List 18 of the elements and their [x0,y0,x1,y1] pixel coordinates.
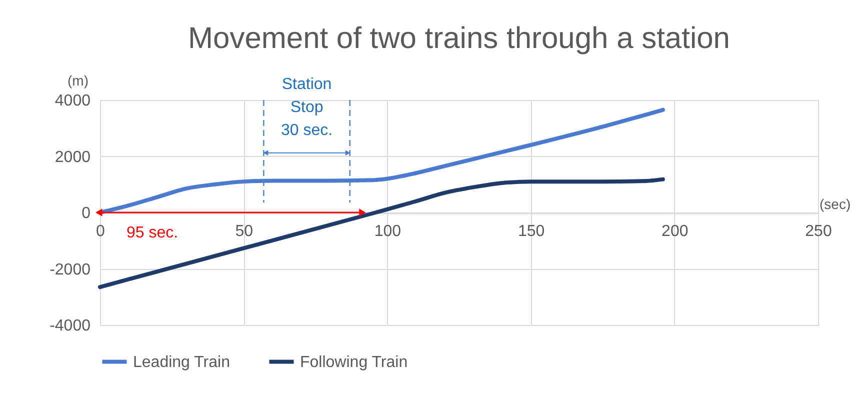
y-axis-title: (m) [68,72,88,88]
y-tick-label: 2000 [54,148,91,166]
x-tick-label: 100 [374,223,402,240]
annotation: Station Stop 30 sec. [280,76,333,139]
y-tick-label: -4000 [50,318,91,334]
legend-label: Following Train [300,354,408,371]
x-tick-label: 150 [518,223,545,240]
chart-title: Movement of two trains through a station [188,22,730,55]
annotation: 95 sec. [126,224,178,242]
x-tick-label: 250 [805,223,832,240]
x-tick-label: 50 [235,223,254,240]
y-tick-label: 0 [82,205,91,222]
x-tick-label: 200 [662,223,688,240]
x-axis-title: (sec) [820,196,851,212]
y-tick-label: 4000 [54,92,91,110]
y-tick-label: -2000 [50,261,91,278]
legend-label: Leading Train [133,354,230,371]
x-tick-label: 0 [96,223,106,240]
